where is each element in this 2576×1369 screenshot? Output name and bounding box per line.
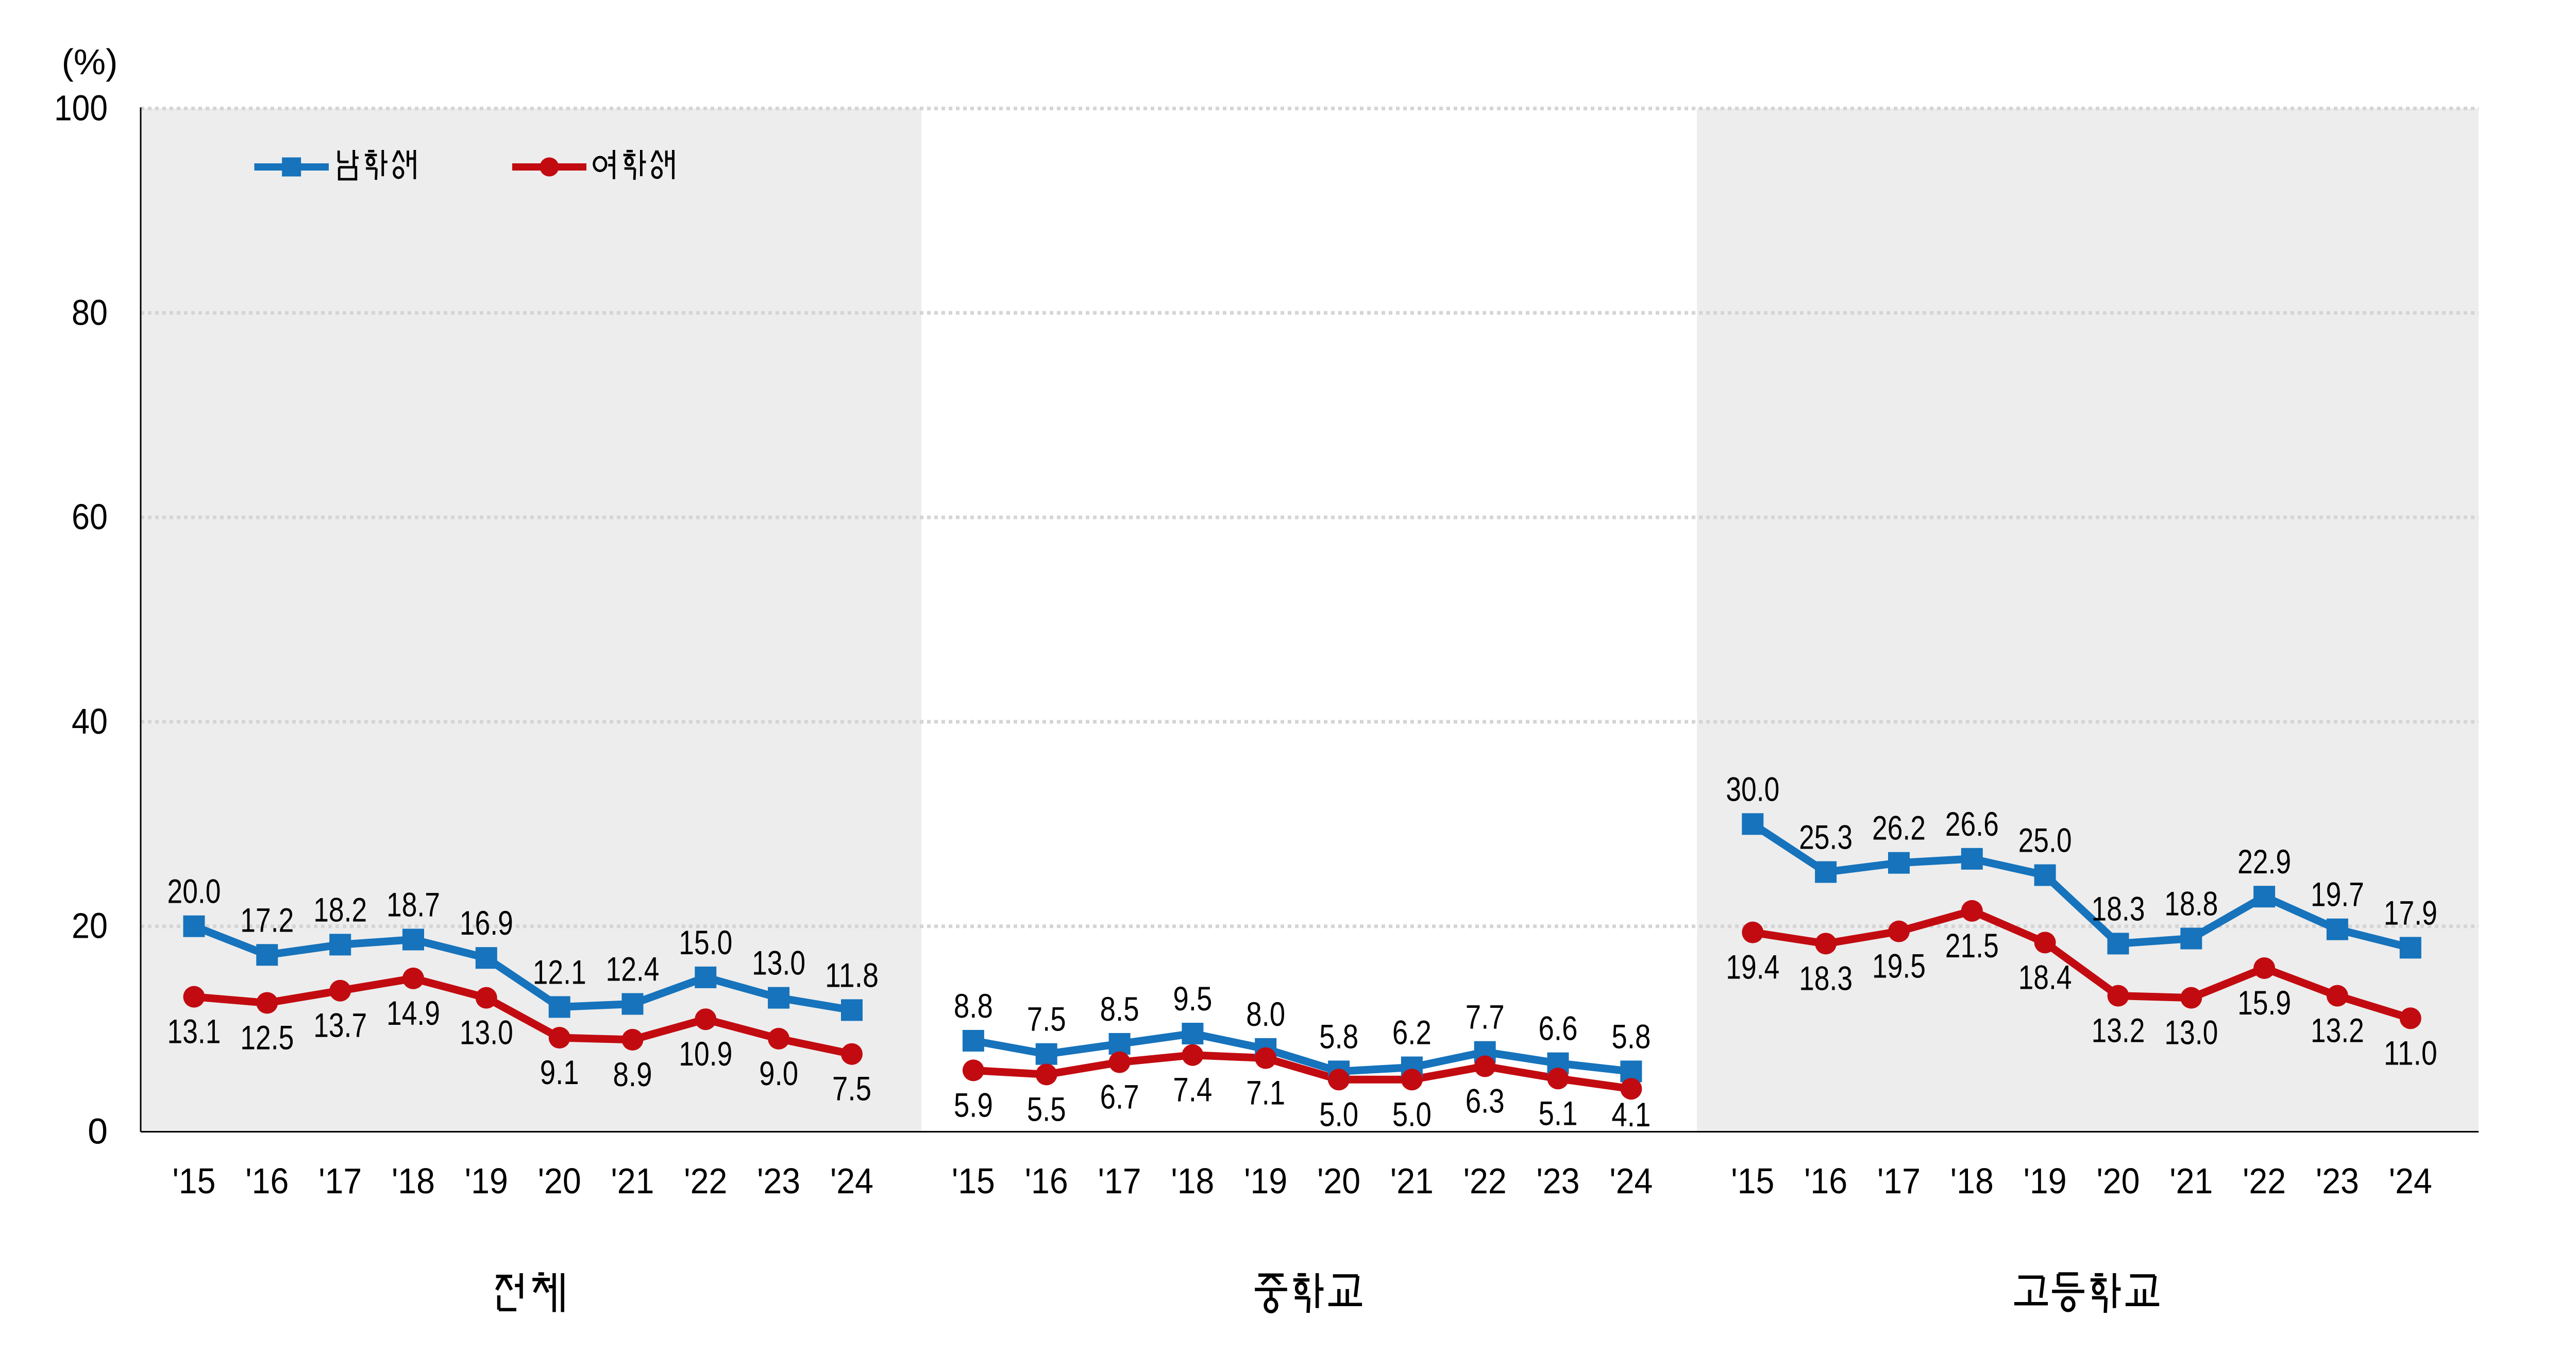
svg-text:'22: '22 — [684, 1161, 727, 1201]
svg-text:22.9: 22.9 — [2237, 842, 2291, 881]
svg-text:'18: '18 — [392, 1161, 435, 1201]
svg-text:21.5: 21.5 — [1945, 926, 1999, 965]
svg-text:'20: '20 — [2097, 1161, 2140, 1201]
svg-text:17.9: 17.9 — [2384, 893, 2437, 932]
svg-text:26.2: 26.2 — [1872, 809, 1926, 847]
svg-text:13.2: 13.2 — [2092, 1011, 2145, 1050]
svg-text:'15: '15 — [952, 1161, 995, 1201]
svg-text:15.9: 15.9 — [2237, 984, 2291, 1022]
svg-text:9.5: 9.5 — [1173, 979, 1212, 1018]
svg-text:30.0: 30.0 — [1726, 770, 1779, 808]
svg-text:19.7: 19.7 — [2311, 875, 2364, 914]
svg-text:26.6: 26.6 — [1945, 805, 1999, 843]
svg-text:25.0: 25.0 — [2018, 821, 2072, 859]
svg-text:'16: '16 — [245, 1161, 289, 1201]
svg-text:5.8: 5.8 — [1319, 1017, 1358, 1055]
svg-text:'17: '17 — [318, 1161, 362, 1201]
svg-text:5.0: 5.0 — [1319, 1095, 1358, 1133]
svg-text:25.3: 25.3 — [1799, 818, 1853, 856]
svg-text:6.3: 6.3 — [1466, 1082, 1505, 1120]
svg-text:'18: '18 — [1171, 1161, 1214, 1201]
svg-text:100: 100 — [54, 88, 108, 128]
svg-text:'15: '15 — [1731, 1161, 1774, 1201]
svg-text:11.0: 11.0 — [2384, 1034, 2437, 1072]
svg-text:7.5: 7.5 — [1027, 1000, 1066, 1038]
svg-text:'23: '23 — [1537, 1161, 1580, 1201]
svg-text:(%): (%) — [62, 42, 118, 82]
svg-text:20.0: 20.0 — [167, 872, 221, 910]
svg-text:5.0: 5.0 — [1392, 1095, 1432, 1133]
svg-text:16.9: 16.9 — [460, 904, 513, 942]
svg-text:'20: '20 — [1317, 1161, 1360, 1201]
svg-text:14.9: 14.9 — [386, 994, 440, 1032]
svg-text:5.5: 5.5 — [1027, 1090, 1066, 1128]
svg-text:18.4: 18.4 — [2018, 958, 2072, 996]
svg-text:40: 40 — [72, 701, 108, 741]
svg-text:18.8: 18.8 — [2164, 885, 2218, 923]
svg-text:9.0: 9.0 — [759, 1054, 798, 1092]
svg-text:18.3: 18.3 — [2092, 889, 2145, 927]
svg-text:'16: '16 — [1804, 1161, 1847, 1201]
svg-text:9.1: 9.1 — [540, 1053, 579, 1091]
svg-text:13.0: 13.0 — [460, 1013, 513, 1052]
svg-text:20: 20 — [72, 906, 108, 946]
svg-text:'18: '18 — [1950, 1161, 1994, 1201]
svg-text:'16: '16 — [1025, 1161, 1068, 1201]
svg-text:'15: '15 — [173, 1161, 216, 1201]
svg-text:12.5: 12.5 — [240, 1019, 294, 1057]
svg-text:12.1: 12.1 — [533, 953, 586, 991]
svg-text:18.7: 18.7 — [386, 886, 440, 924]
svg-text:18.2: 18.2 — [313, 890, 367, 928]
svg-text:7.5: 7.5 — [832, 1070, 871, 1108]
svg-text:17.2: 17.2 — [240, 901, 294, 939]
svg-text:'21: '21 — [611, 1161, 654, 1201]
svg-text:5.1: 5.1 — [1539, 1094, 1578, 1132]
svg-text:'21: '21 — [2169, 1161, 2213, 1201]
svg-text:'22: '22 — [1463, 1161, 1507, 1201]
svg-text:'23: '23 — [2316, 1161, 2359, 1201]
svg-text:5.9: 5.9 — [954, 1086, 993, 1124]
svg-text:7.4: 7.4 — [1173, 1071, 1212, 1109]
svg-text:'19: '19 — [465, 1161, 508, 1201]
svg-text:11.8: 11.8 — [825, 956, 879, 994]
svg-text:'17: '17 — [1877, 1161, 1921, 1201]
svg-text:13.0: 13.0 — [2164, 1013, 2218, 1052]
svg-text:'22: '22 — [2243, 1161, 2286, 1201]
svg-text:'23: '23 — [757, 1161, 800, 1201]
svg-text:'20: '20 — [538, 1161, 581, 1201]
svg-text:5.8: 5.8 — [1611, 1017, 1651, 1055]
svg-text:6.6: 6.6 — [1539, 1009, 1578, 1047]
svg-text:8.5: 8.5 — [1100, 990, 1139, 1028]
svg-text:'24: '24 — [1609, 1161, 1653, 1201]
svg-text:6.2: 6.2 — [1392, 1013, 1432, 1052]
svg-text:15.0: 15.0 — [679, 923, 732, 961]
svg-text:'24: '24 — [2389, 1161, 2432, 1201]
svg-text:13.7: 13.7 — [313, 1006, 367, 1044]
svg-text:7.7: 7.7 — [1466, 998, 1505, 1036]
svg-text:8.9: 8.9 — [613, 1055, 652, 1093]
svg-text:'17: '17 — [1098, 1161, 1141, 1201]
svg-text:'19: '19 — [2024, 1161, 2067, 1201]
svg-text:8.8: 8.8 — [954, 987, 993, 1025]
svg-text:13.1: 13.1 — [167, 1012, 221, 1051]
svg-text:12.4: 12.4 — [606, 950, 660, 988]
svg-text:8.0: 8.0 — [1246, 995, 1285, 1033]
svg-text:10.9: 10.9 — [679, 1035, 732, 1073]
svg-text:'24: '24 — [830, 1161, 873, 1201]
svg-text:'21: '21 — [1390, 1161, 1434, 1201]
svg-text:19.4: 19.4 — [1726, 948, 1779, 986]
svg-text:13.2: 13.2 — [2311, 1011, 2364, 1050]
svg-text:4.1: 4.1 — [1611, 1095, 1651, 1134]
svg-text:6.7: 6.7 — [1100, 1078, 1139, 1116]
svg-text:19.5: 19.5 — [1872, 947, 1926, 985]
svg-text:13.0: 13.0 — [752, 944, 805, 982]
svg-text:60: 60 — [72, 497, 108, 537]
svg-text:7.1: 7.1 — [1246, 1074, 1285, 1112]
svg-text:18.3: 18.3 — [1799, 959, 1853, 997]
svg-text:80: 80 — [72, 292, 108, 332]
svg-text:0: 0 — [88, 1111, 108, 1152]
svg-text:'19: '19 — [1244, 1161, 1287, 1201]
